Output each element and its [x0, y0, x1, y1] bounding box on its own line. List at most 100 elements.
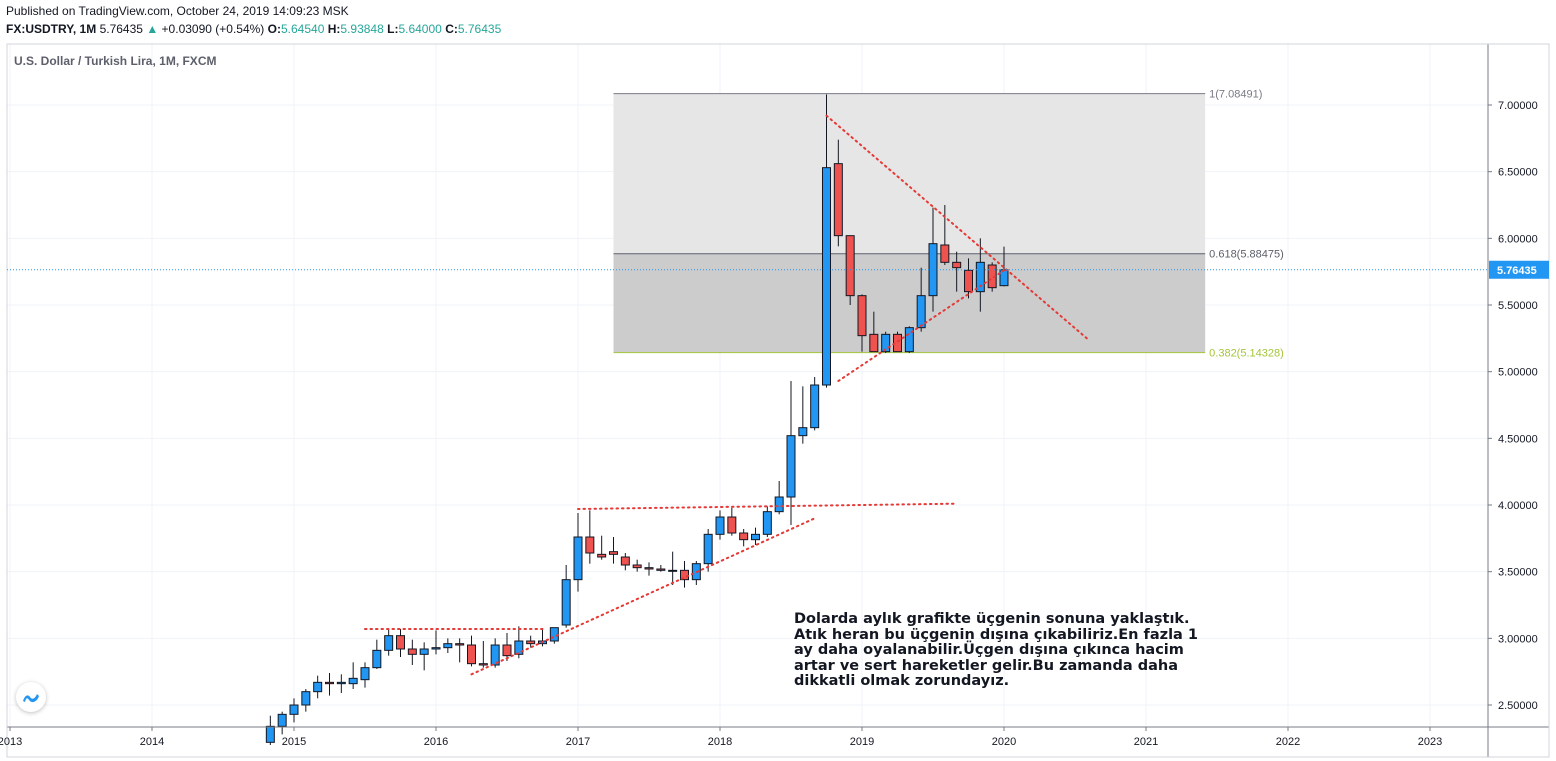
candle-body	[609, 551, 618, 555]
candle	[668, 551, 678, 585]
candle	[502, 633, 512, 661]
candle-body	[573, 536, 583, 581]
y-axis-ticks: 7.00000 6.50000 6.00000 5.50000 5.00000 4.500…	[1488, 100, 1538, 712]
candle	[869, 311, 879, 353]
candle	[644, 562, 654, 576]
candle	[538, 629, 547, 647]
grid-lines	[7, 44, 1488, 727]
candle	[620, 553, 630, 571]
candle-body	[372, 649, 382, 669]
y-tick-label: 5.50000	[1498, 300, 1538, 312]
candle	[289, 698, 299, 723]
y-tick-label: 4.00000	[1498, 500, 1538, 512]
candle	[751, 527, 760, 545]
candle	[952, 251, 962, 292]
trend-lines[interactable]	[364, 114, 1088, 676]
candle-body	[526, 640, 536, 645]
candle-body	[632, 564, 642, 569]
tradingview-logo-icon[interactable]	[16, 682, 46, 712]
candle	[916, 267, 926, 332]
candle	[490, 638, 500, 668]
candle	[987, 262, 997, 292]
fibonacci-retracement[interactable]: 1(7.08491) 0.618(5.88475) 0.382(5.14328)	[613, 89, 1284, 360]
candle-body	[289, 704, 299, 715]
up-arrow-icon: ▲	[146, 22, 159, 36]
candle	[656, 565, 666, 572]
candle-body	[419, 648, 429, 655]
candle	[313, 675, 323, 699]
chart-frame	[6, 43, 1550, 758]
y-tick-label: 7.00000	[1498, 100, 1538, 112]
candle	[573, 513, 583, 592]
candle-body	[502, 644, 512, 657]
trend-line	[837, 269, 1005, 382]
candle	[396, 629, 405, 657]
candle	[857, 294, 867, 352]
candle-body	[774, 496, 784, 513]
candle-body	[833, 163, 843, 237]
candle	[739, 529, 749, 547]
candle-body	[407, 648, 417, 655]
low-label: L:	[387, 22, 399, 36]
candle-body	[703, 533, 713, 565]
candle-body	[644, 567, 654, 570]
y-tick-label: 5.00000	[1498, 367, 1538, 379]
open-label: O:	[267, 22, 281, 36]
candle-body	[881, 333, 891, 353]
candle-body	[798, 427, 808, 437]
candle-body	[443, 643, 453, 649]
candle-body	[845, 235, 855, 297]
close-value: 5.76435	[457, 22, 502, 36]
candle-body	[325, 681, 334, 685]
candle-body	[478, 663, 488, 666]
candle	[774, 481, 784, 515]
candle-body	[301, 691, 311, 706]
candle-body	[904, 327, 914, 353]
x-axis-ticks: 2013 2014 2015 2016 2017 2018 2019 2020 2021 2022…	[0, 727, 1442, 748]
candle	[407, 639, 417, 665]
candle	[904, 326, 914, 353]
candle	[680, 561, 689, 588]
candle	[372, 639, 382, 669]
fib-level-label: 1(7.08491)	[1209, 89, 1262, 101]
analysis-note: Dolarda aylık grafikte üçgenin sonuna ya…	[794, 611, 1198, 689]
candle	[845, 235, 855, 305]
candle	[419, 642, 429, 671]
x-tick-label: 2017	[566, 736, 590, 748]
candle	[786, 381, 796, 525]
candle-body	[668, 569, 678, 572]
price-change: +0.03090 (+0.54%)	[161, 22, 265, 36]
candle-body	[348, 677, 358, 685]
candle-body	[786, 435, 796, 498]
candle	[301, 689, 311, 712]
last-price-tag: 5.76435	[7, 260, 1549, 279]
candle-body	[751, 533, 760, 541]
x-tick-label: 2015	[282, 736, 306, 748]
candle	[265, 715, 275, 745]
candle-body	[940, 244, 950, 263]
candle-body	[360, 667, 370, 681]
close-label: C:	[445, 22, 458, 36]
candle-body	[869, 333, 879, 353]
candle-body	[952, 261, 962, 269]
candle	[940, 205, 950, 265]
candle	[325, 673, 334, 696]
symbol-label: FX:USDTRY, 1M	[6, 22, 97, 36]
candle	[384, 629, 394, 656]
candle-body	[597, 553, 607, 558]
candle	[561, 565, 571, 628]
y-tick-label: 2.50000	[1498, 700, 1538, 712]
candle	[810, 377, 820, 431]
candle-body	[455, 643, 465, 646]
candle-body	[999, 269, 1009, 287]
trend-line	[470, 517, 816, 676]
fib-level-label: 0.382(5.14328)	[1209, 348, 1284, 360]
candle	[360, 662, 370, 688]
candle	[585, 510, 595, 564]
candle	[277, 711, 287, 735]
candle-body	[265, 725, 275, 743]
x-tick-label: 2018	[708, 736, 732, 748]
y-tick-label: 6.50000	[1498, 167, 1538, 179]
candle-body	[490, 644, 500, 666]
